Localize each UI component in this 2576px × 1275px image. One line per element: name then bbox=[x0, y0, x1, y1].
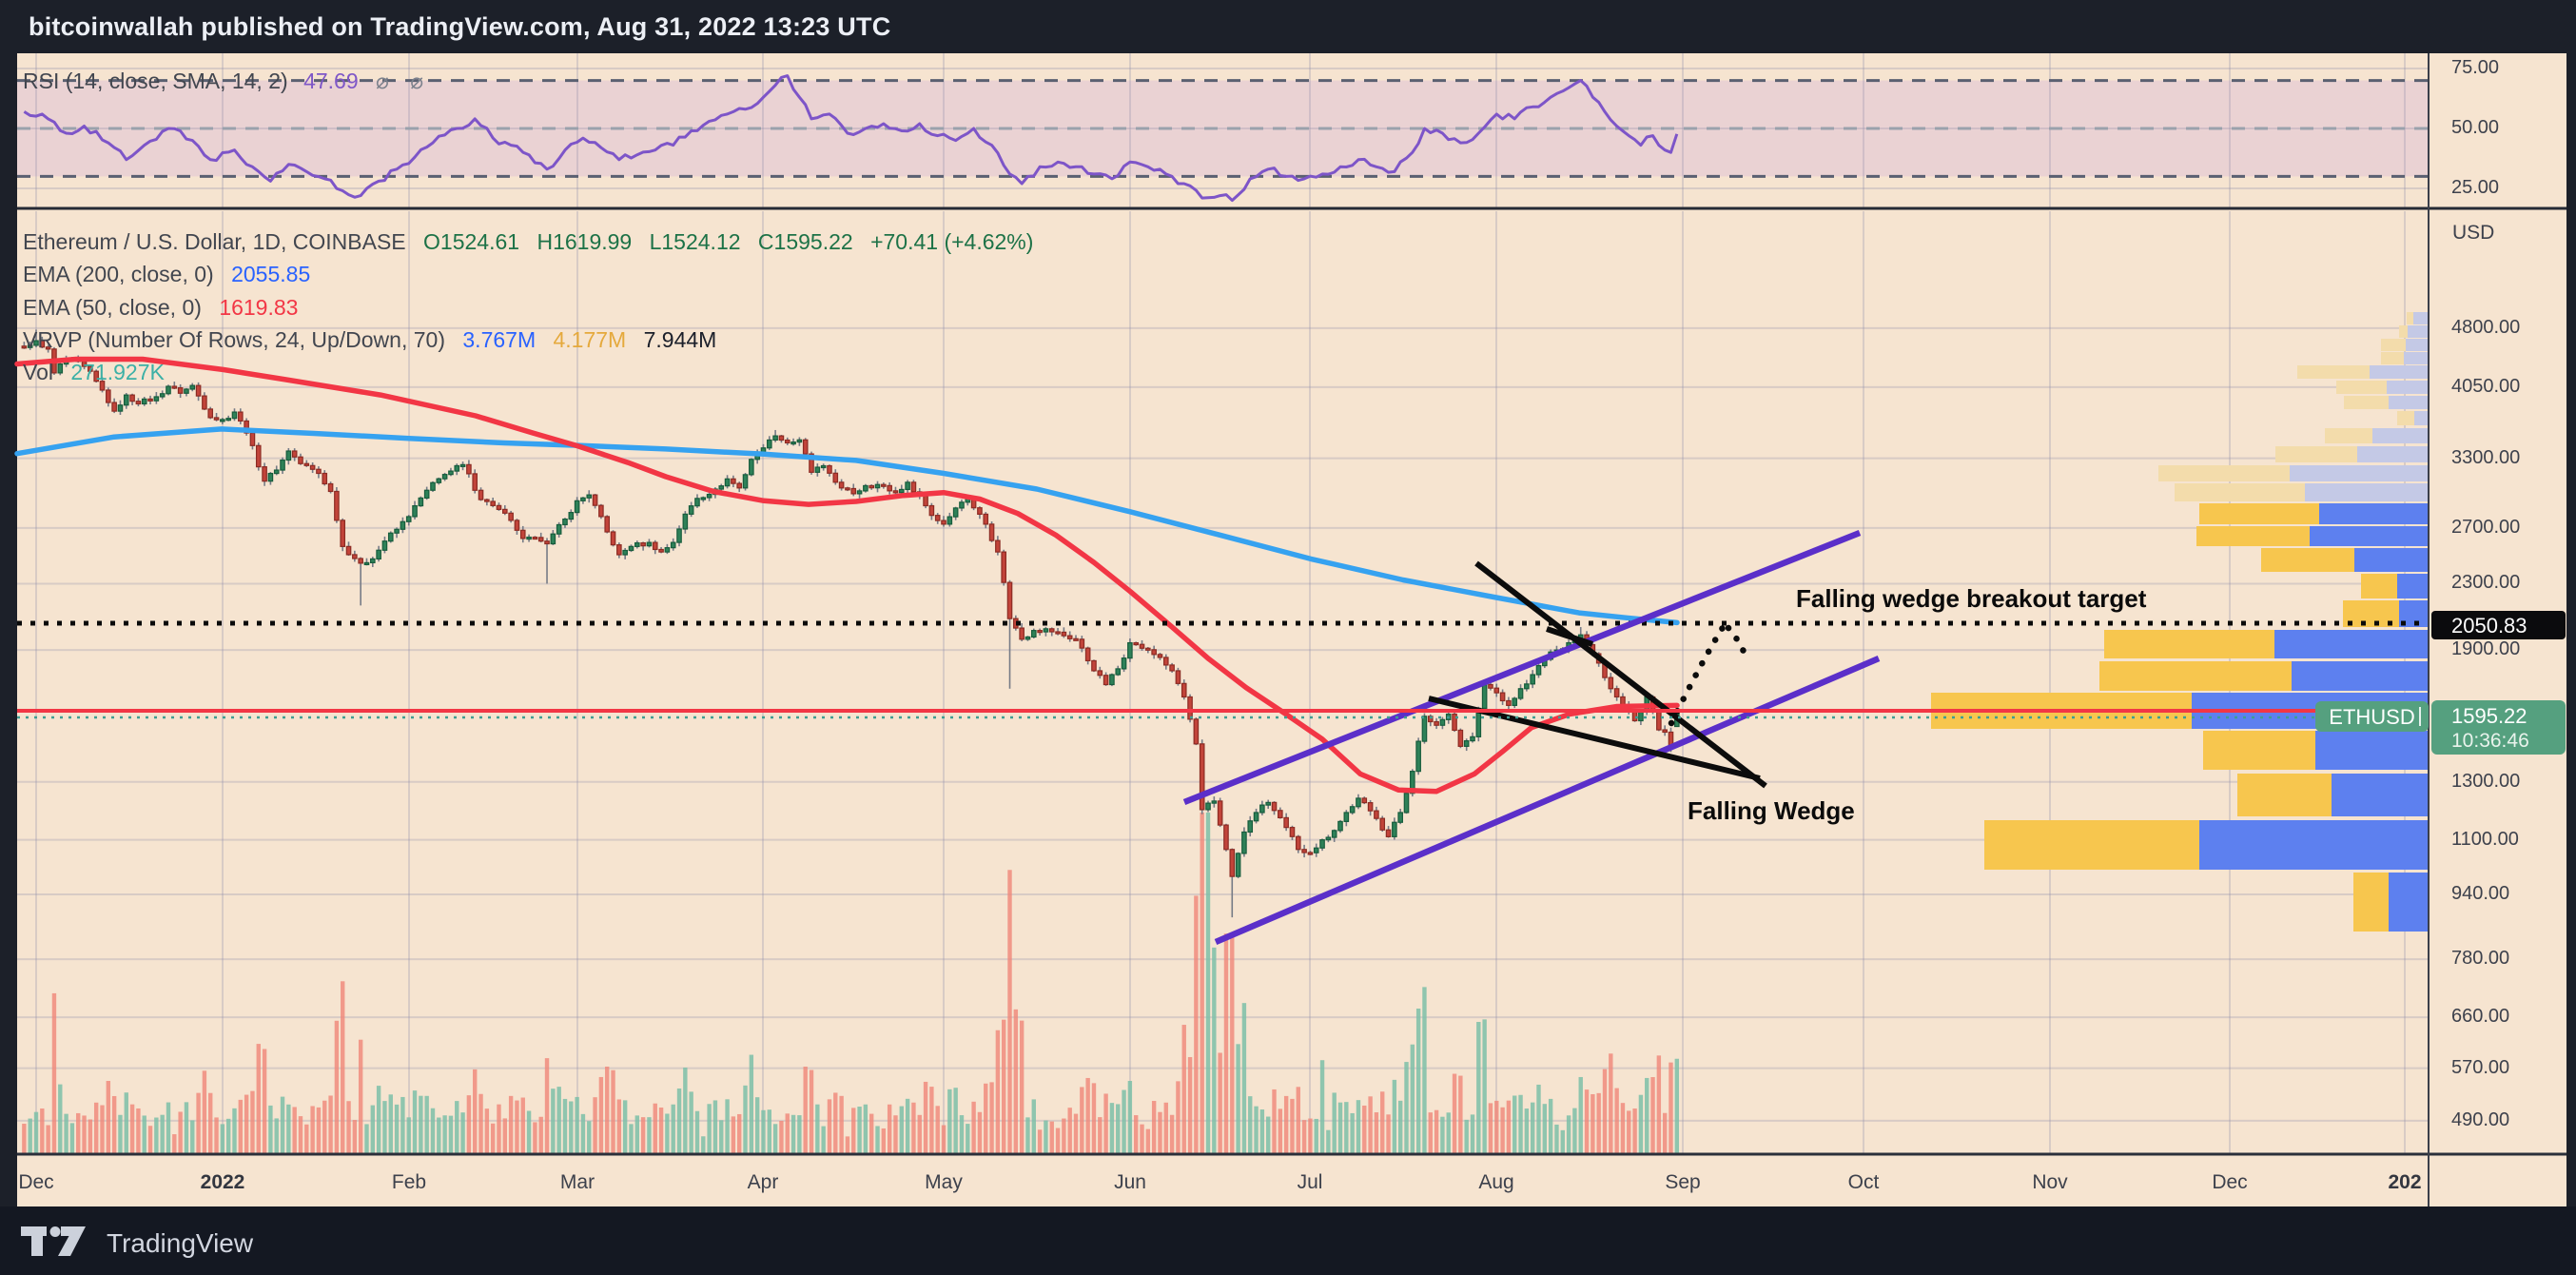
price-tick-1900: 1900.00 bbox=[2451, 638, 2521, 660]
rsi-tick-75: 75.00 bbox=[2451, 57, 2500, 78]
month-tick-5-May: May bbox=[925, 1171, 963, 1193]
rsi-value: 47.69 bbox=[303, 69, 359, 93]
price-tick-2300: 2300.00 bbox=[2451, 572, 2521, 594]
price-tick-3300: 3300.00 bbox=[2451, 446, 2521, 468]
ema50-legend-row[interactable]: EMA (50, close, 0) 1619.83 bbox=[23, 295, 298, 321]
rsi-tick-50: 50.00 bbox=[2451, 117, 2500, 138]
symbol-tag-text: ETHUSD bbox=[2329, 705, 2415, 729]
vrvp-down-volume: 4.177M bbox=[553, 327, 627, 352]
month-tick-13-202: 202 bbox=[2388, 1171, 2422, 1193]
breakout-target-annotation[interactable]: Falling wedge breakout target bbox=[1796, 584, 2147, 613]
month-tick-10-Oct: Oct bbox=[1847, 1171, 1880, 1193]
month-tick-11-Nov: Nov bbox=[2032, 1171, 2068, 1193]
ema200-value: 2055.85 bbox=[231, 262, 311, 286]
month-tick-3-Mar: Mar bbox=[559, 1171, 595, 1193]
footer-band bbox=[0, 1206, 2576, 1275]
price-tick-940: 940.00 bbox=[2451, 883, 2510, 905]
bar-countdown: 10:36:46 bbox=[2451, 730, 2529, 752]
symbol-price-tag: ETHUSD bbox=[2315, 701, 2429, 732]
month-tick-1-2022: 2022 bbox=[200, 1171, 245, 1193]
vrvp-total-volume: 7.944M bbox=[643, 327, 717, 352]
vrvp-up-volume: 3.767M bbox=[462, 327, 537, 352]
ohlc-low: L1524.12 bbox=[649, 229, 741, 254]
falling-wedge-annotation[interactable]: Falling Wedge bbox=[1688, 796, 1855, 825]
ema200-legend-row[interactable]: EMA (200, close, 0) 2055.85 bbox=[23, 262, 310, 287]
price-tick-780: 780.00 bbox=[2451, 948, 2510, 970]
month-tick-9-Sep: Sep bbox=[1665, 1171, 1701, 1193]
vol-value: 271.927K bbox=[70, 360, 165, 384]
ema200-label: EMA (200, close, 0) bbox=[23, 262, 214, 286]
price-tick-660: 660.00 bbox=[2451, 1006, 2510, 1028]
price-tick-4800: 4800.00 bbox=[2451, 316, 2521, 338]
rsi-indicator-legend[interactable]: RSI (14, close, SMA, 14, 2) 47.69 ⌀ ⌀ bbox=[23, 69, 431, 94]
ema50-value: 1619.83 bbox=[219, 295, 299, 320]
price-tick-4050: 4050.00 bbox=[2451, 375, 2521, 397]
ema50-label: EMA (50, close, 0) bbox=[23, 295, 202, 320]
month-tick-12-Dec: Dec bbox=[2212, 1171, 2248, 1193]
last-price-label: 1595.22 10:36:46 bbox=[2431, 700, 2566, 755]
month-tick-8-Aug: Aug bbox=[1478, 1171, 1514, 1193]
price-tick-1300: 1300.00 bbox=[2451, 770, 2521, 792]
vol-legend-row[interactable]: Vol 271.927K bbox=[23, 360, 165, 385]
target-price-value: 2050.83 bbox=[2451, 614, 2527, 638]
tradingview-brand-text[interactable]: TradingView bbox=[107, 1228, 254, 1258]
price-tick-1100: 1100.00 bbox=[2451, 828, 2519, 850]
publish-title: bitcoinwallah published on TradingView.c… bbox=[29, 12, 891, 41]
month-tick-6-Jun: Jun bbox=[1114, 1171, 1146, 1193]
target-price-label: 2050.83 bbox=[2431, 611, 2566, 639]
axis-currency-label: USD bbox=[2452, 222, 2495, 244]
month-tick-2-Feb: Feb bbox=[391, 1171, 427, 1193]
ohlc-close: C1595.22 bbox=[757, 229, 853, 254]
vrvp-label: VRVP (Number Of Rows, 24, Up/Down, 70) bbox=[23, 327, 445, 352]
tradingview-logo-icon[interactable] bbox=[21, 1226, 97, 1260]
symbol-legend-row[interactable]: Ethereum / U.S. Dollar, 1D, COINBASE O15… bbox=[23, 229, 1033, 255]
rsi-tick-25: 25.00 bbox=[2451, 177, 2500, 198]
vol-label: Vol bbox=[23, 360, 53, 384]
last-price-value: 1595.22 bbox=[2451, 704, 2527, 728]
ohlc-open: O1524.61 bbox=[423, 229, 520, 254]
vrvp-legend-row[interactable]: VRVP (Number Of Rows, 24, Up/Down, 70) 3… bbox=[23, 327, 716, 353]
month-tick-0-Dec: Dec bbox=[18, 1171, 54, 1193]
ohlc-change: +70.41 (+4.62%) bbox=[870, 229, 1034, 254]
price-tick-570: 570.00 bbox=[2451, 1056, 2510, 1078]
price-tick-490: 490.00 bbox=[2451, 1108, 2510, 1130]
rsi-hidden-plots-icon: ⌀ ⌀ bbox=[376, 69, 432, 93]
rsi-label: RSI (14, close, SMA, 14, 2) bbox=[23, 69, 288, 93]
symbol-title: Ethereum / U.S. Dollar, 1D, COINBASE bbox=[23, 229, 406, 254]
price-tick-2700: 2700.00 bbox=[2451, 516, 2521, 538]
ohlc-high: H1619.99 bbox=[537, 229, 633, 254]
month-tick-7-Jul: Jul bbox=[1297, 1171, 1323, 1193]
month-tick-4-Apr: Apr bbox=[747, 1171, 779, 1193]
